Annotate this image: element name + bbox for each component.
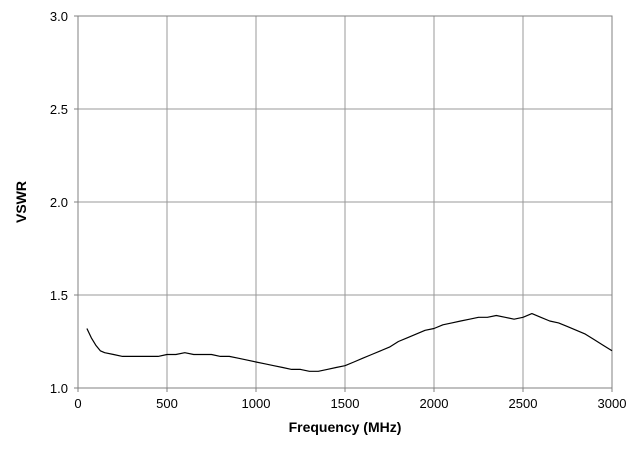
y-tick-label: 2.0 [50,195,68,210]
x-tick-label: 3000 [598,396,627,411]
y-tick-label: 2.5 [50,102,68,117]
x-axis-ticks: 0 500 1000 1500 2000 2500 3000 [74,388,626,411]
x-tick-label: 0 [74,396,81,411]
x-tick-label: 1000 [242,396,271,411]
x-tick-label: 1500 [331,396,360,411]
x-axis-title: Frequency (MHz) [289,419,402,435]
x-tick-label: 2500 [509,396,538,411]
vswr-series-line [86,313,613,372]
grid-lines [78,16,612,388]
y-tick-label: 1.5 [50,288,68,303]
y-tick-label: 1.0 [50,381,68,396]
x-tick-label: 2000 [420,396,449,411]
y-axis-ticks: 1.0 1.5 2.0 2.5 3.0 [50,9,78,396]
y-axis-title: VSWR [13,181,29,223]
plot-area-border [77,15,613,389]
x-tick-label: 500 [156,396,178,411]
y-tick-label: 3.0 [50,9,68,24]
